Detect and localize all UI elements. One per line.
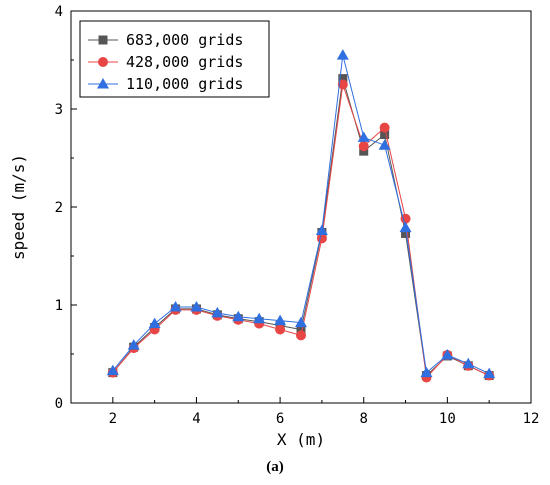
legend-label: 683,000 grids [126, 31, 243, 49]
legend-label: 110,000 grids [126, 75, 243, 93]
legend: 683,000 grids 428,000 grids 110,000 grids [79, 20, 270, 98]
x-axis-title: X (m) [277, 430, 325, 449]
data-point [420, 366, 433, 378]
x-tick-label: 12 [523, 411, 540, 427]
figure-caption: (a) [266, 459, 284, 475]
data-point [253, 312, 266, 324]
y-tick-label: 0 [55, 396, 63, 412]
x-tick-label: 4 [192, 411, 200, 427]
data-point [127, 339, 140, 350]
data-point [232, 310, 245, 322]
data-point [274, 314, 287, 326]
data-point [378, 139, 391, 150]
data-point [379, 122, 390, 133]
data-point [148, 317, 161, 329]
data-point [462, 357, 475, 369]
y-tick-label: 4 [55, 4, 63, 20]
data-point [338, 74, 348, 84]
data-point [358, 141, 369, 152]
y-tick-label: 2 [55, 200, 63, 216]
legend-marker [97, 78, 109, 89]
data-point [106, 364, 119, 376]
data-point [399, 221, 412, 233]
y-axis-title: speed (m/s) [9, 154, 28, 260]
data-point [380, 129, 390, 139]
series-3 [106, 49, 496, 379]
data-point [441, 348, 454, 360]
data-point [275, 324, 286, 335]
data-point [296, 325, 306, 334]
x-tick-label: 6 [276, 411, 284, 427]
legend-marker [98, 57, 108, 67]
x-tick-label: 2 [109, 411, 117, 427]
data-point [296, 330, 306, 341]
data-point [336, 49, 349, 60]
x-tick-label: 10 [439, 411, 456, 427]
data-point [169, 300, 182, 312]
data-point [190, 300, 203, 312]
data-point [483, 367, 496, 379]
legend-label: 428,000 grids [126, 53, 243, 71]
data-point [315, 224, 328, 236]
data-point [357, 131, 370, 142]
plot-area [106, 49, 496, 383]
data-point [401, 228, 411, 238]
legend-marker [98, 35, 108, 45]
series-2 [107, 79, 495, 383]
x-tick-label: 8 [360, 411, 368, 427]
data-point [295, 316, 307, 328]
y-tick-label: 3 [55, 102, 63, 118]
y-tick-label: 1 [55, 298, 63, 314]
data-point [337, 79, 348, 90]
data-point [211, 306, 224, 318]
